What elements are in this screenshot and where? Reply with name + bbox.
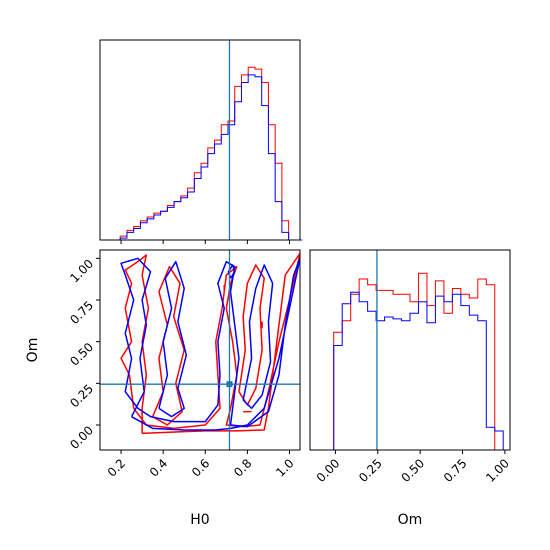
histogram-Om-series-0	[325, 272, 504, 451]
y-axis-label-Om: Om	[25, 338, 41, 363]
x-tick-label-H0: 0.4	[147, 456, 170, 479]
contour-line-series-1	[120, 257, 300, 431]
contour-lines	[120, 252, 300, 435]
histogram-Om-panel: 0.00 0.25 0.50 0.75 1.00 Om	[309, 249, 512, 528]
histogram-H0-steps	[100, 66, 303, 241]
y-tick-label-Om: 0.50	[67, 340, 96, 369]
histogram-H0-panel	[99, 39, 303, 244]
x-tick-label-Om: 1.00	[483, 456, 512, 485]
x-tick-label-H0: 1.0	[273, 456, 296, 479]
y-tick-label-Om: 0.75	[67, 298, 96, 327]
histogram-H0-series-1	[100, 74, 303, 241]
x-tick-label-H0: 0.8	[231, 456, 254, 479]
contour-line-series-1	[242, 264, 274, 410]
contour-line-series-0	[238, 264, 265, 406]
truth-marker	[226, 381, 233, 388]
x-tick-label-H0: 0.2	[105, 456, 128, 479]
histogram-Om-steps	[325, 272, 504, 451]
x-tick-label-H0: 0.6	[189, 456, 212, 479]
contour-line-series-0	[120, 252, 300, 435]
panel-frame	[99, 249, 301, 451]
histogram-Om-series-1	[325, 291, 504, 451]
y-tick-label-Om: 0.00	[67, 423, 96, 452]
x-tick-label-Om: 0.50	[398, 456, 427, 485]
y-tick-label-Om: 1.00	[67, 257, 96, 286]
panel-frame	[309, 249, 511, 451]
x-axis-label-H0: H0	[190, 512, 209, 528]
panel-frame	[99, 39, 301, 241]
contour-line-series-0	[151, 265, 185, 426]
x-tick-label-Om: 0.25	[356, 456, 385, 485]
y-tick-label-Om: 0.25	[67, 382, 96, 411]
x-axis-label-Om: Om	[398, 512, 423, 528]
x-tick-label-Om: 0.00	[314, 456, 343, 485]
contour-H0-Om-panel: 0.2 0.4 0.6 0.8 1.0 0.00 0.25 0.50 0.75 1.00 H0 O…	[25, 249, 301, 528]
x-tick-label-Om: 0.75	[441, 456, 470, 485]
contour-line-series-1	[158, 260, 188, 418]
